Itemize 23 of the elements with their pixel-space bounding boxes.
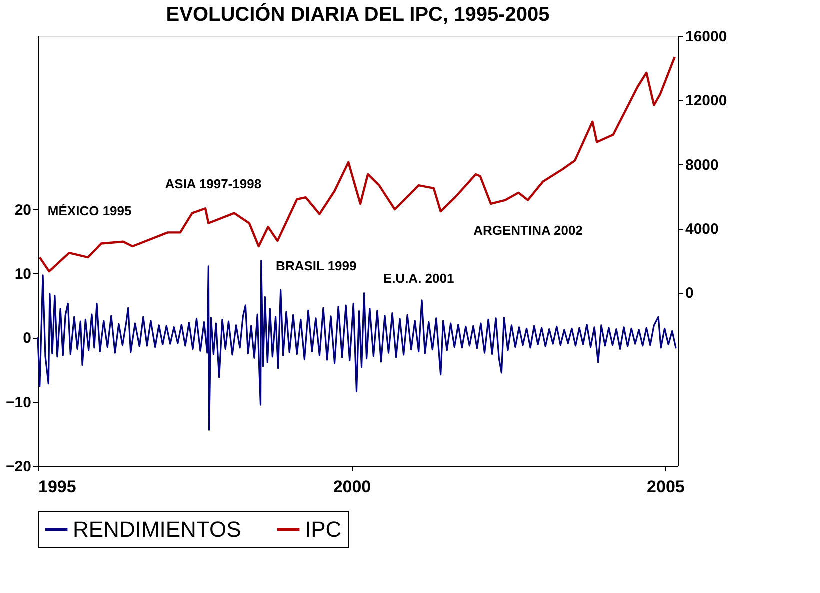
- y-tick-label: 10: [14, 266, 32, 283]
- y2-tick-label: 4000: [686, 221, 719, 238]
- line-series: [37, 260, 677, 431]
- legend-label: RENDIMIENTOS: [73, 516, 242, 542]
- annotation: BRASIL 1999: [276, 258, 357, 274]
- y-tick-label: −20: [6, 458, 32, 476]
- annotation: ARGENTINA 2002: [474, 222, 583, 238]
- x-tick-label: 2005: [647, 478, 685, 496]
- y2-tick-label: 0: [686, 285, 694, 302]
- chart-title: EVOLUCIÓN DIARIA DEL IPC, 1995-2005: [166, 3, 550, 26]
- legend-label: IPC: [305, 516, 342, 542]
- y-tick-label: 20: [14, 202, 32, 219]
- y2-tick-label: 8000: [686, 156, 719, 174]
- x-tick-label: 1995: [38, 478, 76, 496]
- annotation: MÉXICO 1995: [48, 203, 132, 218]
- y2-tick-label: 16000: [686, 28, 728, 46]
- y-tick-label: 0: [23, 330, 32, 348]
- y2-tick-label: 12000: [686, 92, 728, 110]
- line-series: [38, 56, 676, 273]
- x-tick-label: 2000: [333, 478, 372, 496]
- y-tick-label: −10: [6, 394, 32, 412]
- annotation: ASIA 1997-1998: [165, 176, 262, 192]
- annotation: E.U.A. 2001: [383, 270, 454, 286]
